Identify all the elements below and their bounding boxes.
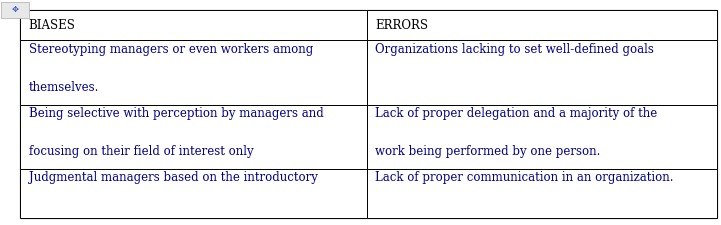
Text: Lack of proper delegation and a majority of the

work being performed by one per: Lack of proper delegation and a majority… (376, 107, 658, 158)
Text: ✥: ✥ (12, 5, 19, 14)
Text: Organizations lacking to set well-defined goals: Organizations lacking to set well-define… (376, 43, 654, 56)
Bar (367, 169, 717, 218)
Bar (20, 169, 367, 218)
FancyBboxPatch shape (1, 2, 29, 18)
Text: Lack of proper communication in an organization.: Lack of proper communication in an organ… (376, 171, 674, 184)
Bar (20, 40, 367, 105)
Text: ERRORS: ERRORS (376, 19, 428, 32)
Text: Judgmental managers based on the introductory: Judgmental managers based on the introdu… (29, 171, 318, 184)
Bar (367, 105, 717, 169)
Text: Stereotyping managers or even workers among

themselves.: Stereotyping managers or even workers am… (29, 43, 313, 94)
Bar (20, 10, 367, 40)
Text: BIASES: BIASES (29, 19, 76, 32)
Bar (20, 105, 367, 169)
Text: Being selective with perception by managers and

focusing on their field of inte: Being selective with perception by manag… (29, 107, 324, 158)
Bar (367, 10, 717, 40)
Bar (367, 40, 717, 105)
